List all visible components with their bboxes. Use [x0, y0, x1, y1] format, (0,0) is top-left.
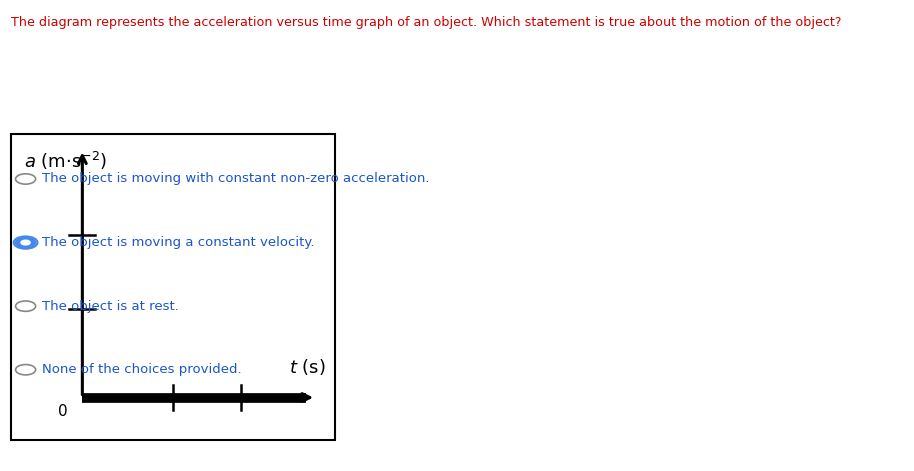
Text: The object is moving a constant velocity.: The object is moving a constant velocity…	[42, 236, 314, 249]
Text: None of the choices provided.: None of the choices provided.	[42, 363, 241, 376]
Text: The object is at rest.: The object is at rest.	[42, 300, 179, 313]
Text: The object is moving with constant non-zero acceleration.: The object is moving with constant non-z…	[42, 172, 430, 186]
Text: $t\ \mathregular{(s)}$: $t\ \mathregular{(s)}$	[289, 357, 325, 377]
Text: The diagram represents the acceleration versus time graph of an object. Which st: The diagram represents the acceleration …	[11, 16, 842, 30]
Text: $a$ $\mathregular{(m{\cdot}s^{-2})}$: $a$ $\mathregular{(m{\cdot}s^{-2})}$	[24, 149, 107, 171]
Text: 0: 0	[58, 404, 68, 419]
